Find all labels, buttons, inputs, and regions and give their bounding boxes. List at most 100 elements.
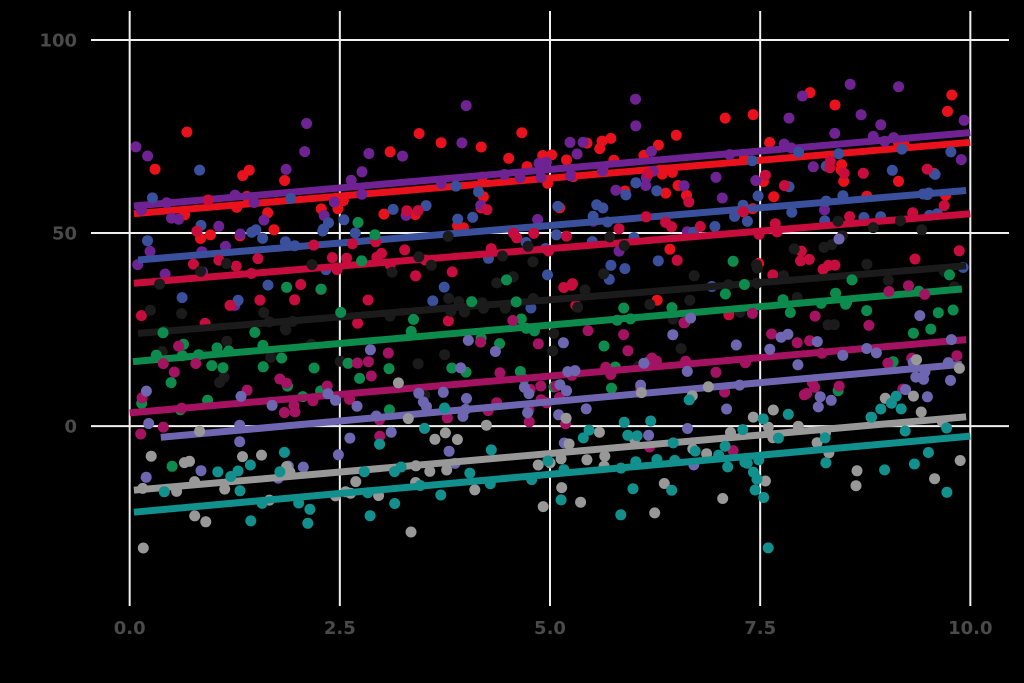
tick-labels: 0.0 2.5 5.0 7.5 10.0 0 50 100: [39, 30, 992, 639]
scatter-point: [759, 475, 771, 487]
scatter-point: [441, 412, 453, 424]
scatter-point: [895, 403, 907, 415]
scatter-point: [456, 137, 468, 149]
scatter-point: [811, 336, 823, 348]
scatter-point: [861, 258, 873, 270]
scatter-point: [234, 485, 246, 497]
scatter-point: [812, 401, 824, 413]
scatter-point: [908, 390, 919, 402]
scatter-point: [280, 163, 292, 175]
scatter-point: [389, 498, 401, 509]
scatter-point: [369, 229, 381, 241]
regression-line: [133, 210, 971, 287]
scatter-point: [137, 542, 149, 554]
y-tick-label: 100: [39, 30, 77, 51]
scatter-point: [274, 373, 286, 385]
scatter-point: [439, 427, 451, 439]
scatter-point: [563, 438, 575, 450]
scatter-point: [341, 252, 353, 264]
scatter-point: [764, 343, 776, 355]
scatter-point: [413, 387, 425, 399]
scatter-point: [532, 214, 544, 225]
scatter-point: [510, 296, 522, 308]
scatter-point: [572, 301, 584, 313]
scatter-point: [420, 200, 432, 212]
scatter-point: [218, 371, 230, 383]
scatter-point: [644, 298, 656, 310]
scatter-point: [144, 245, 156, 257]
scatter-point: [702, 381, 714, 393]
scatter-point: [863, 319, 875, 331]
scatter-point: [437, 386, 449, 398]
regression-line: [133, 413, 967, 494]
scatter-point: [301, 118, 313, 129]
scatter-point: [427, 295, 439, 307]
scatter-point: [727, 445, 739, 457]
scatter-point: [666, 302, 678, 314]
scatter-point: [783, 112, 795, 124]
scatter-point: [140, 471, 152, 483]
scatter-point: [338, 214, 350, 226]
scatter-point: [130, 141, 142, 153]
scatter-point: [548, 327, 560, 339]
scatter-point: [328, 196, 340, 208]
scatter-point: [224, 299, 236, 311]
scatter-point: [443, 445, 455, 457]
scatter-point: [412, 205, 424, 217]
scatter-point: [660, 216, 672, 228]
scatter-point: [189, 510, 201, 522]
scatter-point: [820, 457, 832, 469]
x-tick-label: 0.0: [114, 618, 146, 639]
scatter-point: [610, 184, 622, 196]
scatter-point: [258, 214, 270, 226]
scatter-point: [921, 163, 933, 175]
scatter-point: [507, 315, 519, 326]
scatter-point: [945, 374, 956, 386]
scatter-point: [618, 302, 630, 314]
scatter-point: [342, 357, 354, 369]
scatter-point: [909, 253, 921, 265]
scatter-point: [929, 473, 941, 485]
scatter-point: [580, 403, 592, 415]
scatter-point: [667, 329, 679, 341]
scatter-point: [157, 358, 169, 370]
scatter-point: [205, 229, 216, 241]
scatter-point: [571, 148, 583, 160]
scatter-point: [941, 486, 953, 498]
scatter-point: [925, 323, 937, 335]
scatter-point: [791, 337, 803, 349]
scatter-point: [257, 361, 269, 373]
scatter-point: [413, 128, 425, 139]
scatter-point: [954, 455, 966, 466]
scatter-point: [168, 366, 180, 378]
scatter-point: [716, 192, 728, 204]
scatter-point: [683, 196, 695, 208]
scatter-point: [473, 186, 484, 198]
scatter-point: [552, 200, 564, 212]
scatter-point: [640, 211, 652, 223]
scatter-point: [523, 416, 535, 428]
scatter-point: [350, 476, 362, 488]
scatter-point: [797, 90, 808, 102]
scatter-point: [518, 381, 530, 393]
scatter-point: [882, 357, 894, 369]
scatter-point: [540, 156, 552, 168]
scatter-point: [285, 192, 297, 204]
scatter-point: [635, 387, 647, 399]
scatter-point: [685, 312, 697, 324]
scatter-point: [244, 459, 256, 471]
scatter-point: [435, 489, 447, 501]
scatter-point: [855, 109, 867, 121]
scatter-point: [667, 437, 679, 449]
scatter-point: [681, 365, 693, 377]
scatter-point: [575, 496, 587, 508]
scatter-point: [838, 175, 850, 187]
scatter-point: [397, 150, 408, 162]
scatter-point: [899, 425, 911, 437]
scatter-point: [645, 415, 657, 427]
scatter-point: [750, 175, 762, 186]
scatter-point: [649, 507, 661, 519]
scatter-point: [622, 345, 634, 357]
scatter-point: [480, 419, 492, 431]
